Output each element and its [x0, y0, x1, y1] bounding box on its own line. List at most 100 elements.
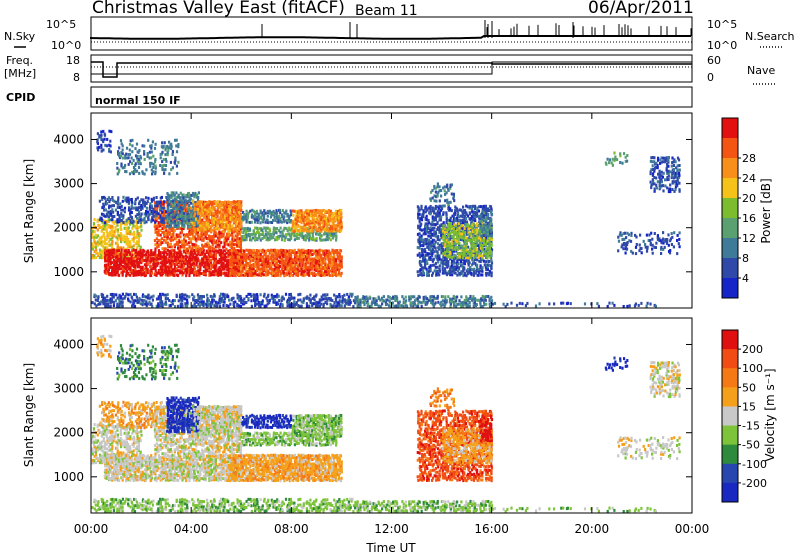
range-time-cell — [143, 267, 146, 271]
range-time-cell — [261, 233, 264, 236]
range-time-cell — [107, 265, 110, 269]
range-time-cell — [232, 214, 235, 218]
range-time-cell — [472, 295, 475, 299]
range-time-cell — [252, 272, 255, 276]
range-time-cell — [273, 298, 277, 302]
range-time-cell — [323, 227, 327, 231]
range-time-cell — [96, 299, 99, 302]
range-time-cell — [262, 294, 266, 298]
range-time-cell — [105, 222, 108, 226]
range-time-cell — [252, 267, 255, 271]
range-time-cell — [263, 210, 266, 214]
range-time-cell — [331, 304, 334, 308]
range-time-cell — [234, 212, 237, 216]
range-time-cell — [195, 249, 198, 253]
range-time-cell — [161, 247, 164, 251]
range-time-cell — [108, 243, 111, 247]
range-time-cell — [293, 257, 296, 261]
range-time-cell — [140, 224, 143, 228]
range-time-cell — [131, 138, 134, 142]
range-time-cell — [121, 152, 124, 156]
range-time-cell — [332, 221, 335, 225]
range-time-cell — [253, 232, 256, 236]
range-time-cell — [202, 272, 205, 276]
range-time-cell — [468, 304, 471, 308]
range-time-cell — [169, 239, 172, 243]
range-time-cell — [228, 298, 231, 302]
range-time-cell — [340, 255, 343, 259]
range-time-cell — [157, 228, 160, 232]
range-time-cell — [286, 238, 290, 242]
range-time-cell — [181, 257, 184, 261]
range-time-cell — [139, 265, 142, 269]
range-time-cell — [262, 212, 265, 216]
range-time-cell — [391, 301, 394, 305]
range-time-cell — [202, 237, 205, 241]
range-time-cell — [141, 259, 144, 263]
range-time-cell — [301, 257, 304, 261]
range-time-cell — [292, 213, 295, 217]
range-time-cell — [100, 238, 103, 242]
range-time-cell — [134, 147, 137, 151]
range-time-cell — [388, 304, 391, 308]
range-time-cell — [100, 217, 103, 221]
range-time-cell — [248, 271, 251, 275]
range-time-cell — [231, 241, 234, 245]
range-time-cell — [266, 299, 269, 303]
range-time-cell — [172, 299, 175, 303]
range-time-cell — [137, 299, 140, 303]
range-time-cell — [112, 210, 115, 214]
range-time-cell — [110, 244, 113, 248]
range-time-cell — [192, 217, 195, 221]
range-time-cell — [111, 265, 114, 269]
range-time-cell — [336, 213, 339, 217]
range-time-cell — [168, 273, 171, 277]
range-time-cell — [227, 210, 230, 214]
range-time-cell — [307, 249, 310, 252]
range-time-cell — [193, 230, 196, 233]
range-time-cell — [258, 303, 261, 307]
range-time-cell — [155, 304, 158, 308]
range-time-cell — [468, 301, 471, 304]
range-time-cell — [420, 301, 423, 305]
range-time-cell — [174, 305, 177, 309]
range-time-cell — [334, 249, 337, 253]
range-time-cell — [209, 260, 213, 264]
range-time-cell — [194, 191, 197, 195]
range-time-cell — [316, 253, 319, 257]
range-time-cell — [210, 304, 213, 308]
range-time-cell — [136, 229, 139, 233]
range-time-cell — [164, 259, 168, 263]
range-time-cell — [309, 230, 312, 234]
range-time-cell — [165, 302, 168, 306]
range-time-cell — [162, 217, 165, 221]
range-time-cell — [286, 255, 289, 259]
range-time-cell — [300, 225, 303, 229]
range-time-cell — [104, 200, 107, 204]
range-time-cell — [264, 232, 267, 236]
range-time-cell — [161, 241, 164, 245]
range-time-cell — [311, 297, 314, 300]
range-time-cell — [249, 236, 252, 240]
range-time-cell — [166, 151, 169, 154]
range-time-cell — [206, 237, 209, 240]
range-time-cell — [121, 300, 124, 304]
range-time-cell — [211, 208, 214, 212]
range-time-cell — [150, 161, 153, 165]
range-time-cell — [137, 264, 140, 267]
range-time-cell — [121, 271, 124, 275]
range-time-cell — [308, 223, 311, 227]
range-time-cell — [282, 265, 285, 269]
range-time-cell — [207, 210, 210, 214]
range-time-cell — [224, 273, 227, 277]
range-time-cell — [313, 298, 316, 302]
range-time-cell — [182, 267, 185, 271]
range-time-cell — [254, 271, 257, 275]
range-time-cell — [327, 269, 330, 273]
range-time-cell — [184, 259, 187, 263]
range-time-cell — [278, 265, 282, 268]
range-time-cell — [170, 208, 173, 212]
range-time-cell — [277, 302, 280, 306]
range-time-cell — [212, 257, 215, 260]
range-time-cell — [178, 240, 181, 244]
